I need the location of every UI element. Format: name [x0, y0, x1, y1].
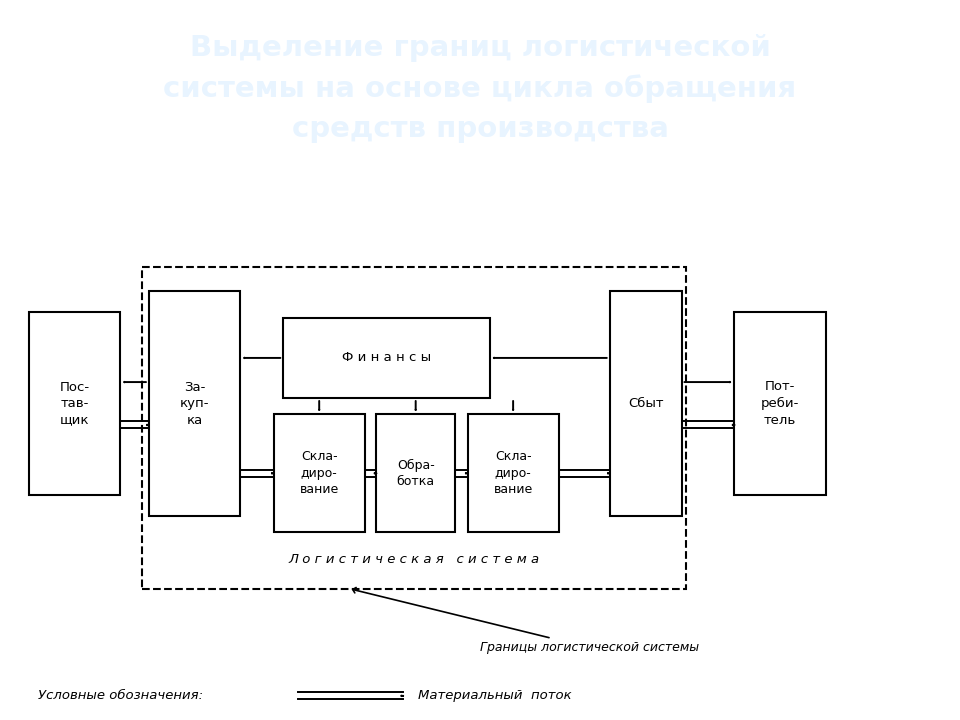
- Text: Пос-
тав-
щик: Пос- тав- щик: [60, 381, 89, 426]
- Text: Скла-
диро-
вание: Скла- диро- вание: [493, 450, 533, 496]
- Text: Л о г и с т и ч е с к а я   с и с т е м а: Л о г и с т и ч е с к а я с и с т е м а: [289, 552, 540, 566]
- Text: Ф и н а н с ы: Ф и н а н с ы: [342, 351, 431, 364]
- Bar: [274, 414, 365, 532]
- Text: Условные обозначения:: Условные обозначения:: [38, 689, 204, 703]
- Text: Пот-
реби-
тель: Пот- реби- тель: [761, 380, 799, 426]
- Bar: [468, 414, 559, 532]
- Text: Обра-
ботка: Обра- ботка: [396, 459, 435, 488]
- Bar: [376, 414, 455, 532]
- Text: Скла-
диро-
вание: Скла- диро- вание: [300, 450, 339, 496]
- Text: Материальный  поток: Материальный поток: [418, 689, 571, 703]
- Bar: [29, 312, 120, 495]
- Bar: [610, 291, 682, 516]
- Text: За-
куп-
ка: За- куп- ка: [180, 381, 209, 426]
- Bar: [734, 312, 826, 495]
- Bar: [149, 291, 240, 516]
- Bar: [283, 318, 490, 398]
- Text: Границы логистической системы: Границы логистической системы: [352, 588, 699, 654]
- Bar: [142, 266, 686, 588]
- Text: Сбыт: Сбыт: [628, 397, 663, 410]
- Text: Выделение границ логистической
системы на основе цикла обращения
средств произво: Выделение границ логистической системы н…: [163, 34, 797, 143]
